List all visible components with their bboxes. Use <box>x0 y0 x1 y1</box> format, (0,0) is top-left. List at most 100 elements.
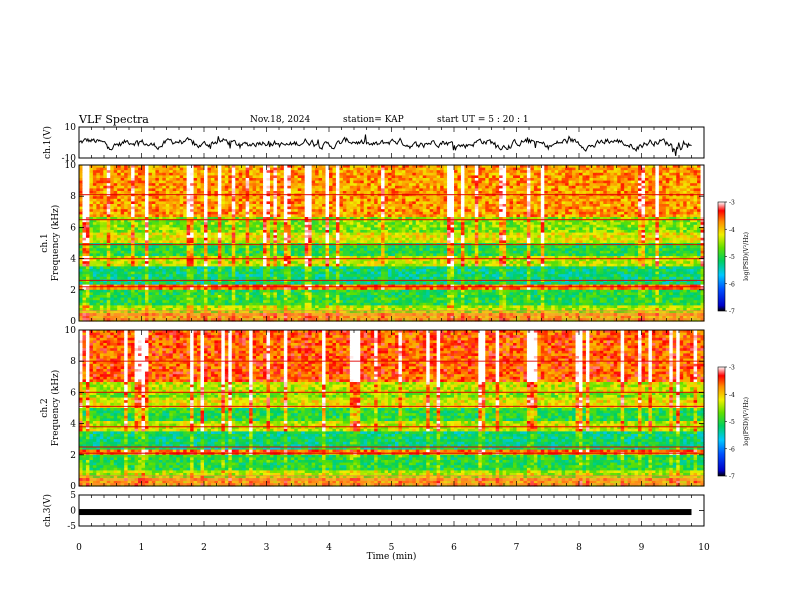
spectrogram-cell <box>419 167 424 171</box>
spectrogram-cell <box>440 188 445 192</box>
spectrogram-cell <box>294 172 299 176</box>
spectrogram-cell <box>89 222 94 226</box>
spectrogram-cell <box>311 183 316 187</box>
spectrogram-cell <box>304 175 309 179</box>
spectrogram-cell <box>457 172 462 176</box>
spectrogram-cell <box>155 214 160 218</box>
spectrogram-cell <box>311 167 316 171</box>
spectrogram-cell <box>228 209 233 213</box>
spectrogram-cell <box>148 183 153 187</box>
spectrogram-cell <box>256 217 261 221</box>
spectrogram-cell <box>610 227 615 231</box>
spectrogram-cell <box>440 201 445 205</box>
spectrogram-cell <box>207 191 212 195</box>
spectrogram-cell <box>131 219 136 223</box>
spectrogram-cell <box>433 198 438 202</box>
spectrogram-cell <box>207 217 212 221</box>
spectrogram-cell <box>394 180 400 184</box>
spectrogram-cell <box>697 204 702 208</box>
spectrogram-cell <box>537 219 542 223</box>
spectrogram-cell <box>322 191 327 195</box>
spectrogram-cell <box>613 180 618 184</box>
spectrogram-cell <box>544 167 549 171</box>
spectrogram-cell <box>179 170 184 174</box>
spectrogram-cell <box>592 214 597 218</box>
spectrogram-cell <box>141 204 146 208</box>
spectrogram-cell <box>360 219 365 223</box>
spectrogram-cell <box>648 224 653 228</box>
spectrogram-cell <box>585 219 591 223</box>
spectrogram-cell <box>408 211 413 215</box>
spectrogram-cell <box>242 219 247 223</box>
spectrogram-cell <box>329 196 334 200</box>
spectrogram-cell <box>356 185 361 189</box>
spectrogram-cell <box>363 211 368 215</box>
spectrogram-cell <box>263 211 268 215</box>
spectrogram-cell <box>519 172 525 176</box>
spectrogram-cell <box>214 230 219 234</box>
spectrogram-cell <box>495 188 500 192</box>
spectrogram-cell <box>495 211 500 215</box>
spectrogram-cell <box>450 165 455 169</box>
spectrogram-cell <box>131 209 136 213</box>
spectrogram-cell <box>665 211 670 215</box>
spectrogram-cell <box>148 224 153 228</box>
spectrogram-cell <box>565 201 570 205</box>
spectrogram-cell <box>651 185 656 189</box>
spectrogram-cell <box>124 230 129 234</box>
spectrogram-cell <box>422 219 427 223</box>
spectrogram-cell <box>467 178 472 182</box>
spectrogram-cell <box>398 188 403 192</box>
spectrogram-cell <box>398 198 403 202</box>
spectrogram-cell <box>214 211 219 215</box>
spectrogram-cell <box>155 180 160 184</box>
spectrogram-cell <box>579 219 584 223</box>
spectrogram-cell <box>502 180 507 184</box>
spectrogram-cell <box>485 211 490 215</box>
spectrogram-cell <box>478 214 483 218</box>
spectrogram-cell <box>332 196 337 200</box>
spectrogram-cell <box>443 230 448 234</box>
spectrogram-cell <box>124 167 129 171</box>
spectrogram-cell <box>79 172 84 176</box>
spectrogram-cell <box>617 219 622 223</box>
spectrogram-cell <box>408 180 413 184</box>
spectrogram-cell <box>263 227 268 231</box>
spectrogram-cell <box>415 185 420 189</box>
spectrogram-cell <box>426 196 431 200</box>
spectrogram-cell <box>443 188 448 192</box>
spectrogram-cell <box>360 165 365 169</box>
spectrogram-cell <box>672 209 677 213</box>
spectrogram-cell <box>457 183 462 187</box>
spectrogram-cell <box>325 188 330 192</box>
spectrogram-cell <box>252 211 257 215</box>
spectrogram-cell <box>589 183 594 187</box>
spectrogram-cell <box>422 230 427 234</box>
spectrogram-cell <box>214 191 219 195</box>
spectrogram-cell <box>460 232 466 236</box>
spectrogram-cell <box>554 180 559 184</box>
spectrogram-cell <box>443 178 448 182</box>
spectrogram-cell <box>238 178 243 182</box>
spectrogram-cell <box>631 204 636 208</box>
spectrogram-cell <box>301 230 306 234</box>
spectrogram-cell <box>440 209 445 213</box>
spectrogram-cell <box>353 191 358 195</box>
spectrogram-cell <box>634 172 639 176</box>
spectrogram-cell <box>79 206 84 210</box>
spectrogram-cell <box>252 183 257 187</box>
spectrogram-cell <box>304 211 309 215</box>
spectrogram-cell <box>280 178 285 182</box>
spectrogram-cell <box>606 196 611 200</box>
spectrogram-cell <box>290 201 295 205</box>
spectrogram-cell <box>579 185 584 189</box>
spectrogram-cell <box>474 219 479 223</box>
spectrogram-cell <box>509 232 514 236</box>
spectrogram-cell <box>169 178 174 182</box>
spectrogram-cell <box>530 204 535 208</box>
spectrogram-cell <box>481 201 486 205</box>
spectrogram-cell <box>85 172 91 176</box>
spectrogram-cell <box>523 209 528 213</box>
spectrogram-cell <box>249 227 254 231</box>
spectrogram-cell <box>683 204 688 208</box>
